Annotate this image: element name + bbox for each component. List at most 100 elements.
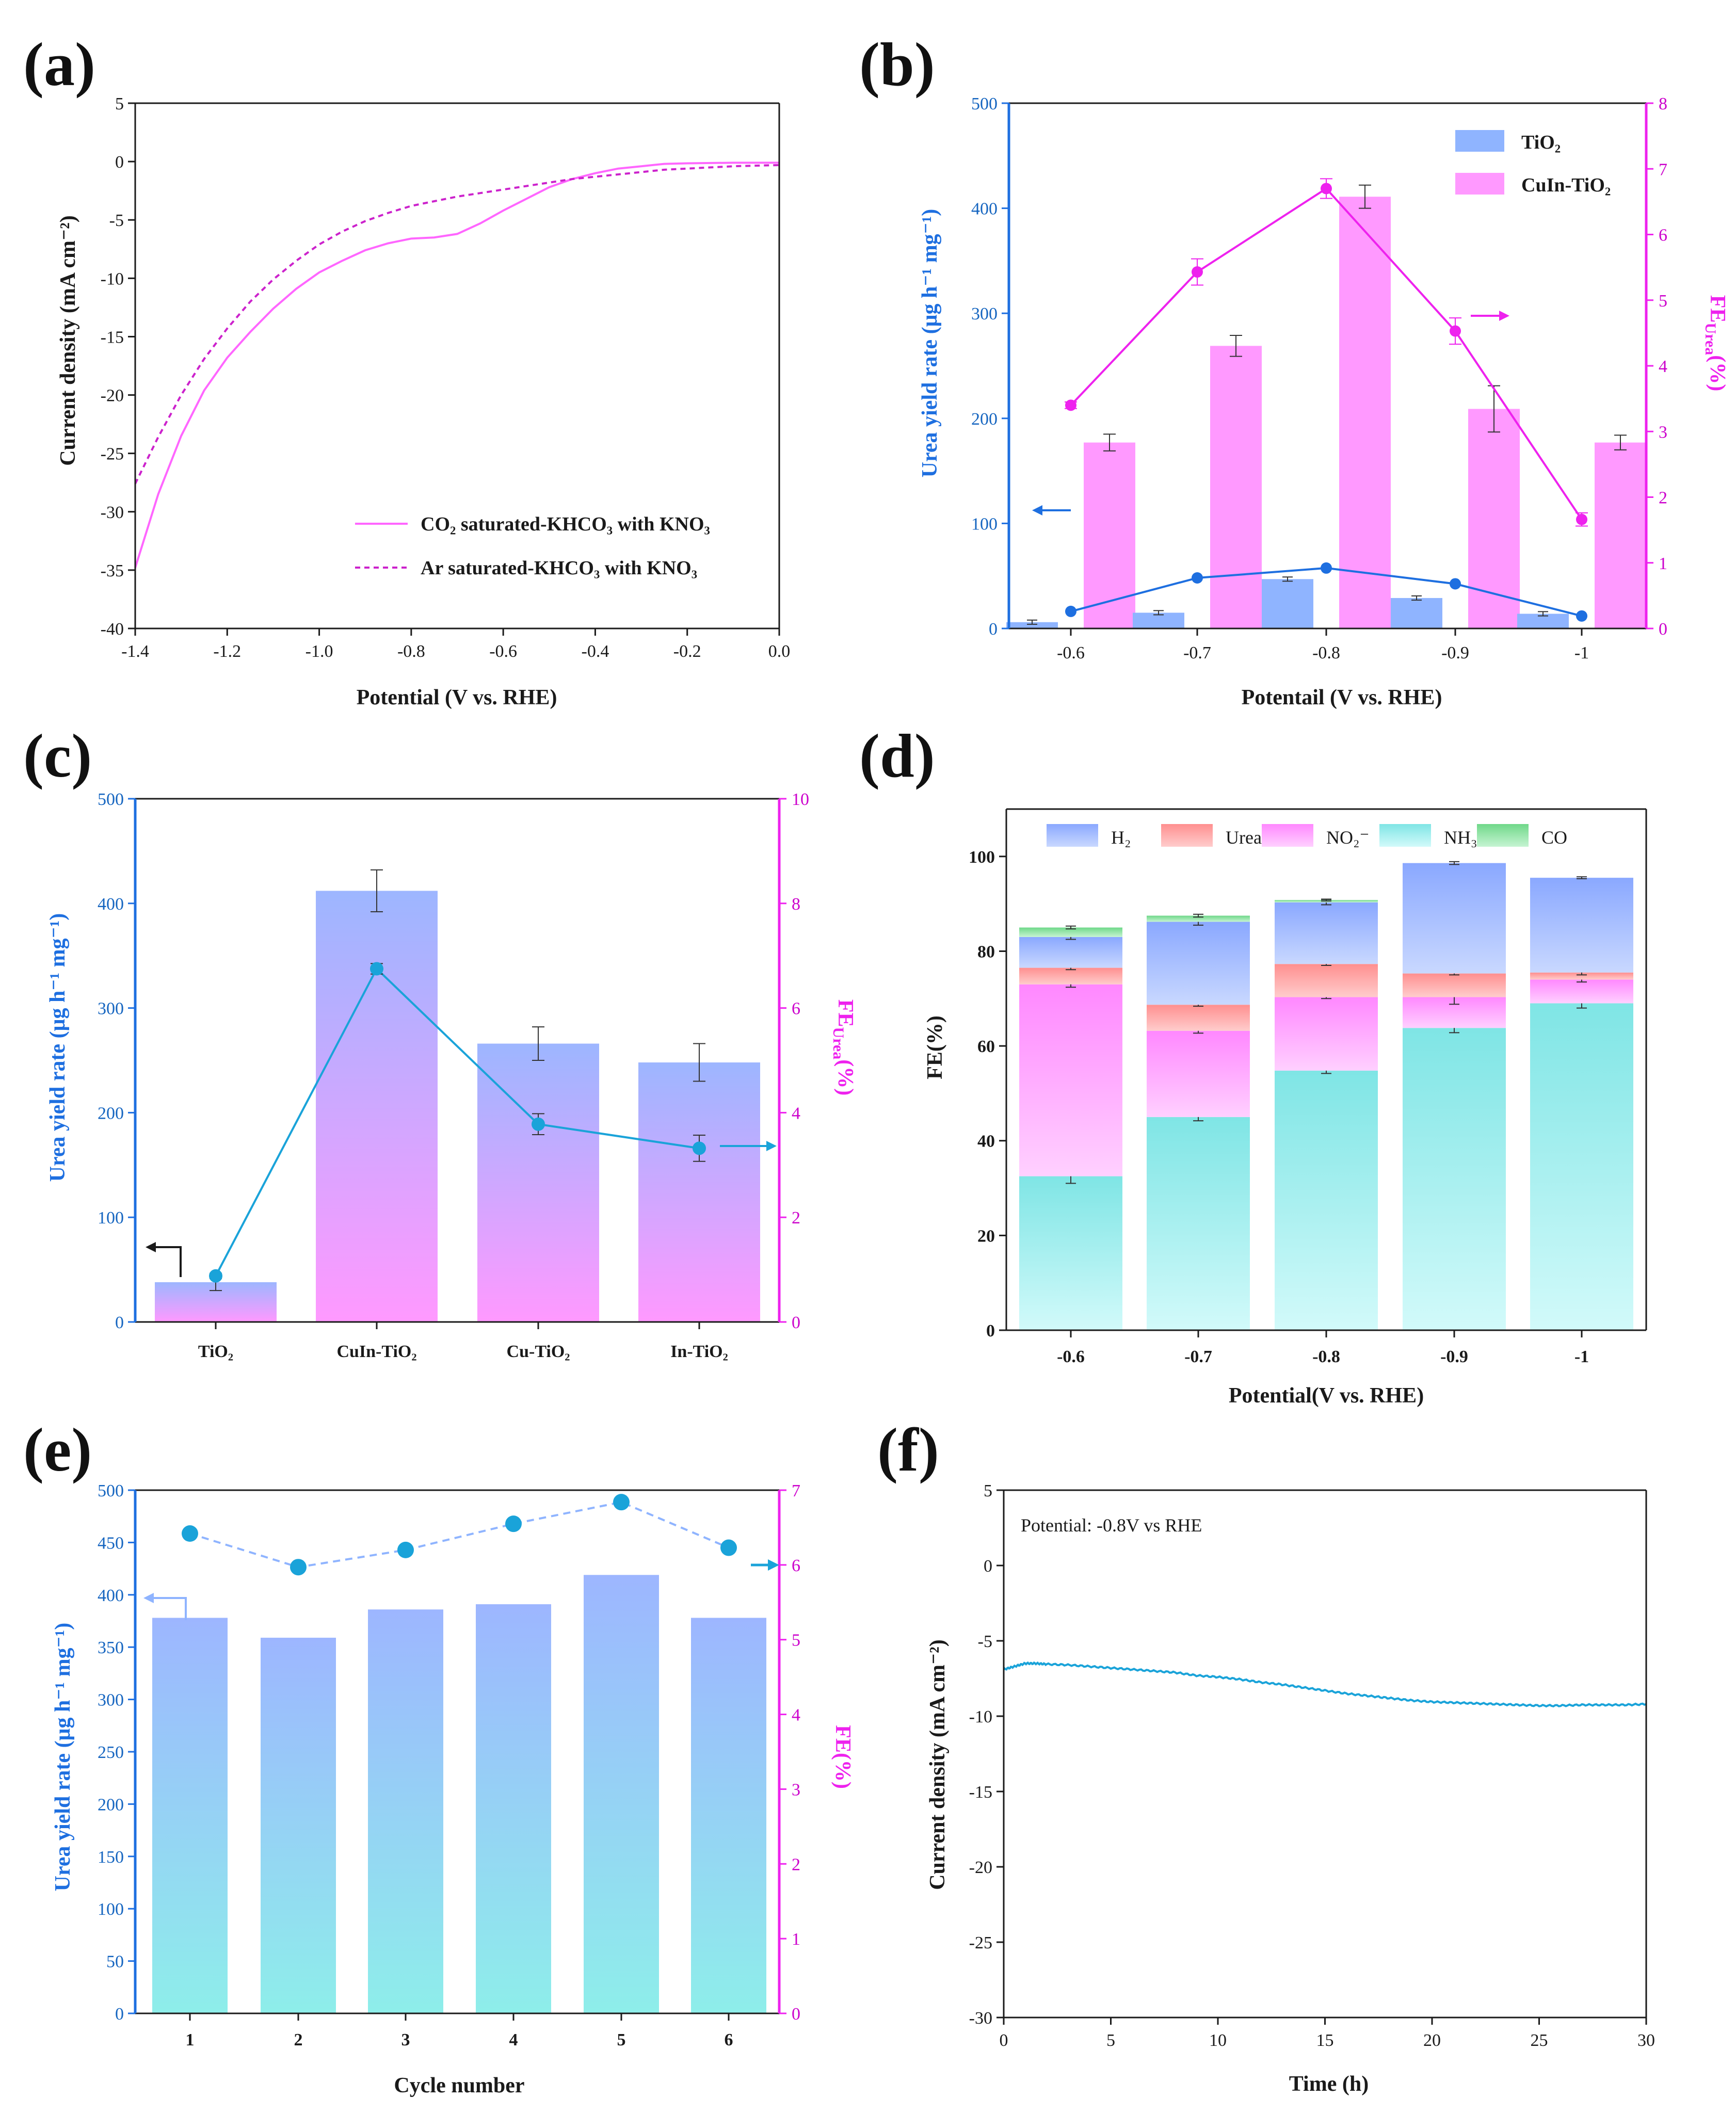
panel-b-ylabel-right: FEUrea(%): [1702, 295, 1729, 391]
fe-cuin-point: [1450, 325, 1461, 337]
fe-tio2-point: [1576, 610, 1587, 622]
fe-label-sub: Urea: [1702, 322, 1719, 355]
panel-label-a: (a): [23, 30, 95, 99]
y-tick-label-right: 7: [1659, 160, 1667, 179]
panel-b-chart: -0.6 -0.7 -0.8 -0.9 -1 0 100 200 300 400 500 0 1 2 3 4 5…: [918, 94, 1729, 709]
x-tick-label: -0.2: [673, 642, 701, 661]
y-tick-label-right: 3: [792, 1780, 800, 1799]
x-tick-label: -1.4: [121, 642, 149, 661]
y-tick-label: -35: [101, 561, 124, 580]
x-tick-label: Cu-TiO₂: [507, 1342, 570, 1361]
y-tick-label: -15: [969, 1783, 992, 1802]
y-tick-label-left: 0: [115, 1313, 124, 1332]
x-tick-label: 3: [401, 2030, 410, 2050]
stacked-bar-segment: [1147, 1030, 1250, 1117]
fe-label-sub: Urea: [830, 1027, 847, 1059]
y-tick-label: 60: [977, 1037, 995, 1056]
fe-label-suffix: (%): [1706, 355, 1729, 391]
x-tick-label: 25: [1531, 2031, 1548, 2050]
stacked-bar-segment: [1147, 1005, 1250, 1031]
y-tick-label-right: 5: [792, 1631, 800, 1650]
legend-swatch: [1161, 824, 1213, 847]
x-tick-label: 20: [1423, 2031, 1441, 2050]
y-tick-label-left: 450: [98, 1534, 124, 1553]
y-tick-label: 0: [984, 1557, 992, 1576]
x-tick-label: 0: [1000, 2031, 1008, 2050]
panel-label-f: (f): [877, 1415, 939, 1484]
panel-a-chart: -1.4 -1.2 -1.0 -0.8 -0.6 -0.4 -0.2 0.0 5 0 -5 -10 -1…: [56, 94, 790, 709]
x-tick-label: -0.6: [1057, 643, 1085, 663]
stacked-bar-segment: [1403, 863, 1506, 974]
x-tick-label: -1: [1574, 1347, 1589, 1366]
panel-b-ylabel-left: Urea yield rate (μg h⁻¹ mg⁻¹): [918, 209, 942, 478]
y-tick-label-right: 6: [792, 999, 800, 1019]
y-tick-label-right: 7: [792, 1481, 800, 1500]
y-tick-label-right: 5: [1659, 292, 1667, 311]
y-tick-label: 5: [115, 94, 124, 114]
y-tick-label-right: 6: [1659, 226, 1667, 245]
y-tick-label-left: 100: [98, 1900, 124, 1919]
stacked-bar-segment: [1275, 902, 1378, 964]
y-tick-label-right: 0: [792, 2005, 800, 2024]
y-tick-label-right: 0: [1659, 620, 1667, 639]
y-tick-label: -25: [101, 445, 124, 464]
y-tick-label: -5: [978, 1632, 992, 1651]
y-tick-label-right: 4: [1659, 357, 1667, 376]
panel-c-chart: TiO₂ CuIn-TiO₂ Cu-TiO₂ In-TiO₂0100200300400…: [46, 790, 857, 1361]
x-tick-label: -0.8: [1312, 643, 1340, 663]
fe-urea-line: [215, 967, 700, 1277]
y-tick-label: -15: [101, 328, 124, 347]
fe-point: [290, 1559, 307, 1576]
right-axis-arrow: [720, 1141, 777, 1151]
x-tick-label: In-TiO₂: [670, 1342, 728, 1361]
y-tick-label-left: 500: [98, 790, 124, 809]
x-tick-label: CuIn-TiO₂: [336, 1342, 416, 1361]
fe-dashed-line: [189, 1501, 729, 1569]
y-tick-label-right: 1: [792, 1930, 800, 1949]
bar-urea-yield: [316, 891, 438, 1322]
fe-point: [613, 1494, 630, 1511]
stacked-bar-segment: [1403, 973, 1506, 997]
bar-urea-yield: [584, 1575, 659, 2013]
stacked-bar-segment: [1019, 967, 1122, 985]
y-tick-label-left: 0: [989, 620, 998, 639]
stacked-bar-segment: [1275, 997, 1378, 1071]
y-tick-label: 20: [977, 1227, 995, 1246]
left-axis-arrow: [143, 1593, 187, 1620]
bar-cuin-tio2: [1468, 409, 1520, 628]
fe-tio2-point: [1065, 605, 1076, 617]
y-tick-label-right: 6: [792, 1556, 800, 1575]
fe-tio2-point: [1450, 578, 1461, 590]
fe-tio2-point: [1192, 572, 1203, 584]
ar-saturated-curve: [134, 164, 780, 485]
bar-tio2: [1391, 598, 1442, 628]
x-tick-label: 15: [1316, 2031, 1334, 2050]
bar-urea-yield: [261, 1637, 336, 2013]
y-tick-label-right: 4: [792, 1706, 800, 1725]
fe-urea-point: [370, 962, 383, 976]
x-tick-label: -0.9: [1440, 1347, 1468, 1366]
fe-label-main: FE: [833, 999, 857, 1027]
left-axis-arrow: [146, 1242, 182, 1277]
x-tick-label: -0.8: [1312, 1347, 1340, 1366]
x-tick-label: -0.4: [582, 642, 609, 661]
x-tick-label: -0.8: [397, 642, 425, 661]
fe-urea-point: [209, 1269, 222, 1283]
panel-e-chart: 1 2 3 4 5 6 0 50 100 150 200 250 300 350 400 450 500 0 1 2 3…: [51, 1481, 855, 2097]
y-tick-label: -20: [101, 386, 124, 406]
y-tick-label-left: 300: [98, 1691, 124, 1710]
panel-label-b: (b): [859, 30, 935, 99]
y-tick-label: -5: [109, 211, 124, 230]
stacked-bar-segment: [1275, 1070, 1378, 1330]
x-tick-label: -0.9: [1441, 643, 1469, 663]
legend-swatch: [1262, 824, 1313, 847]
y-tick-label-left: 150: [98, 1848, 124, 1867]
y-tick-label-right: 0: [792, 1313, 800, 1332]
left-axis-arrow: [1032, 505, 1071, 515]
x-tick-label: -1: [1574, 643, 1589, 663]
legend-label: NO₂⁻: [1326, 827, 1370, 848]
legend-cuin-swatch: [1455, 173, 1504, 195]
y-tick-label: -30: [101, 503, 124, 522]
bar-urea-yield: [368, 1609, 443, 2013]
